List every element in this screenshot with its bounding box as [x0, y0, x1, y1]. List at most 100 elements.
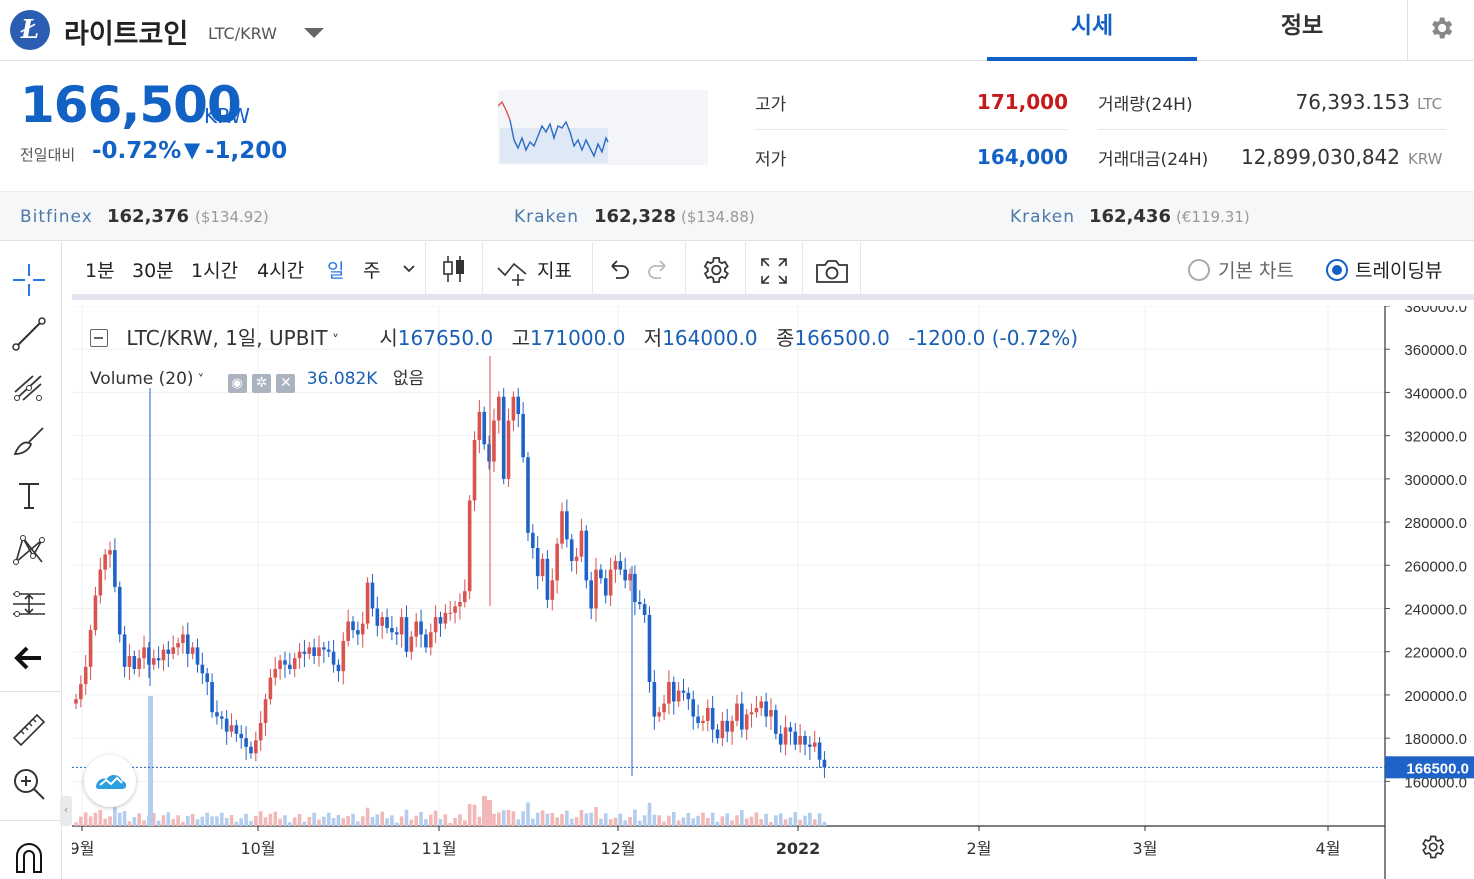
chart-settings-gear-icon[interactable] [699, 254, 731, 286]
exchange-usd-price: ($134.88) [681, 208, 755, 226]
tab-info[interactable]: 정보 [1280, 13, 1324, 39]
candle-body [161, 649, 166, 661]
volume-bar [657, 815, 661, 826]
redo-icon[interactable] [647, 258, 671, 282]
interval-1m[interactable]: 1분 [85, 260, 115, 282]
time-tick-label: 4월 [1316, 839, 1341, 858]
text-tool-icon[interactable] [0, 470, 58, 520]
crosshair-tool-icon[interactable] [0, 254, 58, 304]
tradingview-label[interactable]: 트레이딩뷰 [1355, 260, 1443, 282]
volume-bar [254, 816, 258, 826]
volume-bar [759, 819, 764, 826]
volume-bar [560, 814, 564, 826]
candle-body [608, 569, 613, 596]
back-arrow-icon[interactable] [0, 632, 58, 682]
volume-bar [307, 817, 312, 826]
candle-body [127, 656, 132, 667]
pair-dropdown-icon[interactable] [304, 28, 324, 38]
volume-bar [88, 816, 93, 826]
volume-bar [297, 814, 302, 826]
volume-bar [215, 816, 219, 826]
prediction-tool-icon[interactable] [0, 578, 58, 628]
exchange-price: 162,328 [594, 206, 676, 227]
axis-settings-gear-icon[interactable] [1418, 833, 1446, 861]
candle-body [463, 591, 467, 603]
visibility-eye-icon[interactable]: ◉ [227, 374, 247, 393]
candle-body [360, 623, 365, 635]
pitchfork-tool-icon[interactable] [0, 362, 58, 412]
indicators-icon[interactable] [496, 256, 532, 286]
volume-bar [185, 816, 190, 826]
volume-bar [448, 823, 453, 826]
tab-market[interactable]: 시세 [987, 0, 1197, 61]
volume-bar [360, 816, 365, 826]
volume-bar [817, 813, 822, 826]
price-chart[interactable]: 160000.0 180000.0 200000.0 220000.0 240000.0… [70, 299, 1474, 879]
basic-chart-radio[interactable] [1188, 259, 1210, 281]
volume-bar [414, 815, 418, 826]
low-label: 저가 [755, 150, 787, 170]
price-tick-label: 300000.0 [1404, 472, 1467, 489]
candle-style-icon[interactable] [440, 254, 468, 284]
fullscreen-icon[interactable] [760, 257, 788, 285]
volume-bar [210, 816, 214, 826]
candle-body [458, 602, 462, 607]
candle-body [79, 684, 83, 700]
volume-bar [569, 818, 574, 826]
volume-bar [662, 821, 666, 826]
candle-body [394, 632, 399, 635]
legend-symbol[interactable]: LTC/KRW, 1일, UPBIT [126, 326, 328, 350]
screenshot-camera-icon[interactable] [815, 258, 849, 284]
candle-body [220, 716, 224, 719]
volume-bar [633, 809, 637, 826]
symbol-chevron-icon[interactable]: ˅ [327, 333, 340, 349]
volume-chevron-icon[interactable]: ˅ [193, 373, 205, 388]
ruler-tool-icon[interactable] [0, 704, 58, 754]
settings-gear-icon[interactable] [1407, 0, 1474, 61]
toolbar-divider [482, 242, 483, 294]
zoom-in-icon[interactable] [0, 758, 58, 808]
candle-body [676, 690, 681, 702]
candle-body [584, 530, 589, 581]
magnet-icon[interactable] [0, 832, 58, 879]
chart-area[interactable]: 160000.0 180000.0 200000.0 220000.0 240000.0… [70, 299, 1474, 879]
candle-body [754, 707, 759, 713]
remove-indicator-icon[interactable]: ✕ [276, 374, 296, 393]
volume-bar [331, 818, 336, 826]
volume-indicator-name[interactable]: Volume (20) [90, 369, 194, 389]
time-tick-label: 11월 [421, 839, 456, 858]
candle-body [730, 720, 734, 732]
collapse-legend-icon[interactable] [90, 329, 108, 347]
volume-bar [244, 813, 248, 826]
volume-bar [122, 811, 127, 826]
interval-day[interactable]: 일 [327, 260, 345, 282]
interval-4h[interactable]: 4시간 [257, 260, 305, 282]
candle-body [487, 444, 491, 462]
price-tick-label: 340000.0 [1404, 385, 1467, 402]
indicator-settings-icon[interactable]: ✲ [251, 374, 271, 393]
indicators-button[interactable]: 지표 [537, 260, 572, 282]
candle-body [414, 621, 418, 637]
volume-bar [385, 818, 389, 826]
volume-value: 76,393.153 [1295, 90, 1410, 114]
brush-tool-icon[interactable] [0, 416, 58, 466]
volume-bar [793, 812, 798, 826]
candle-body [385, 617, 389, 628]
interval-more-chevron-icon[interactable] [403, 264, 415, 274]
candle-body [725, 720, 730, 732]
volume-bar [98, 810, 103, 826]
volume-bar [433, 810, 438, 826]
pattern-tool-icon[interactable] [0, 524, 58, 574]
tradingview-radio[interactable] [1326, 259, 1348, 281]
interval-30m[interactable]: 30분 [132, 260, 174, 282]
undo-icon[interactable] [606, 258, 630, 282]
interval-week[interactable]: 주 [363, 260, 381, 282]
collapse-panel-chevron-icon[interactable]: ‹ [60, 796, 72, 826]
tradingview-logo-icon[interactable] [84, 755, 136, 807]
basic-chart-label[interactable]: 기본 차트 [1218, 260, 1294, 282]
trend-line-tool-icon[interactable] [0, 308, 58, 358]
candle-body [317, 647, 321, 657]
price-tick-label: 200000.0 [1404, 688, 1467, 705]
volume-bar [312, 812, 316, 826]
interval-1h[interactable]: 1시간 [191, 260, 239, 282]
